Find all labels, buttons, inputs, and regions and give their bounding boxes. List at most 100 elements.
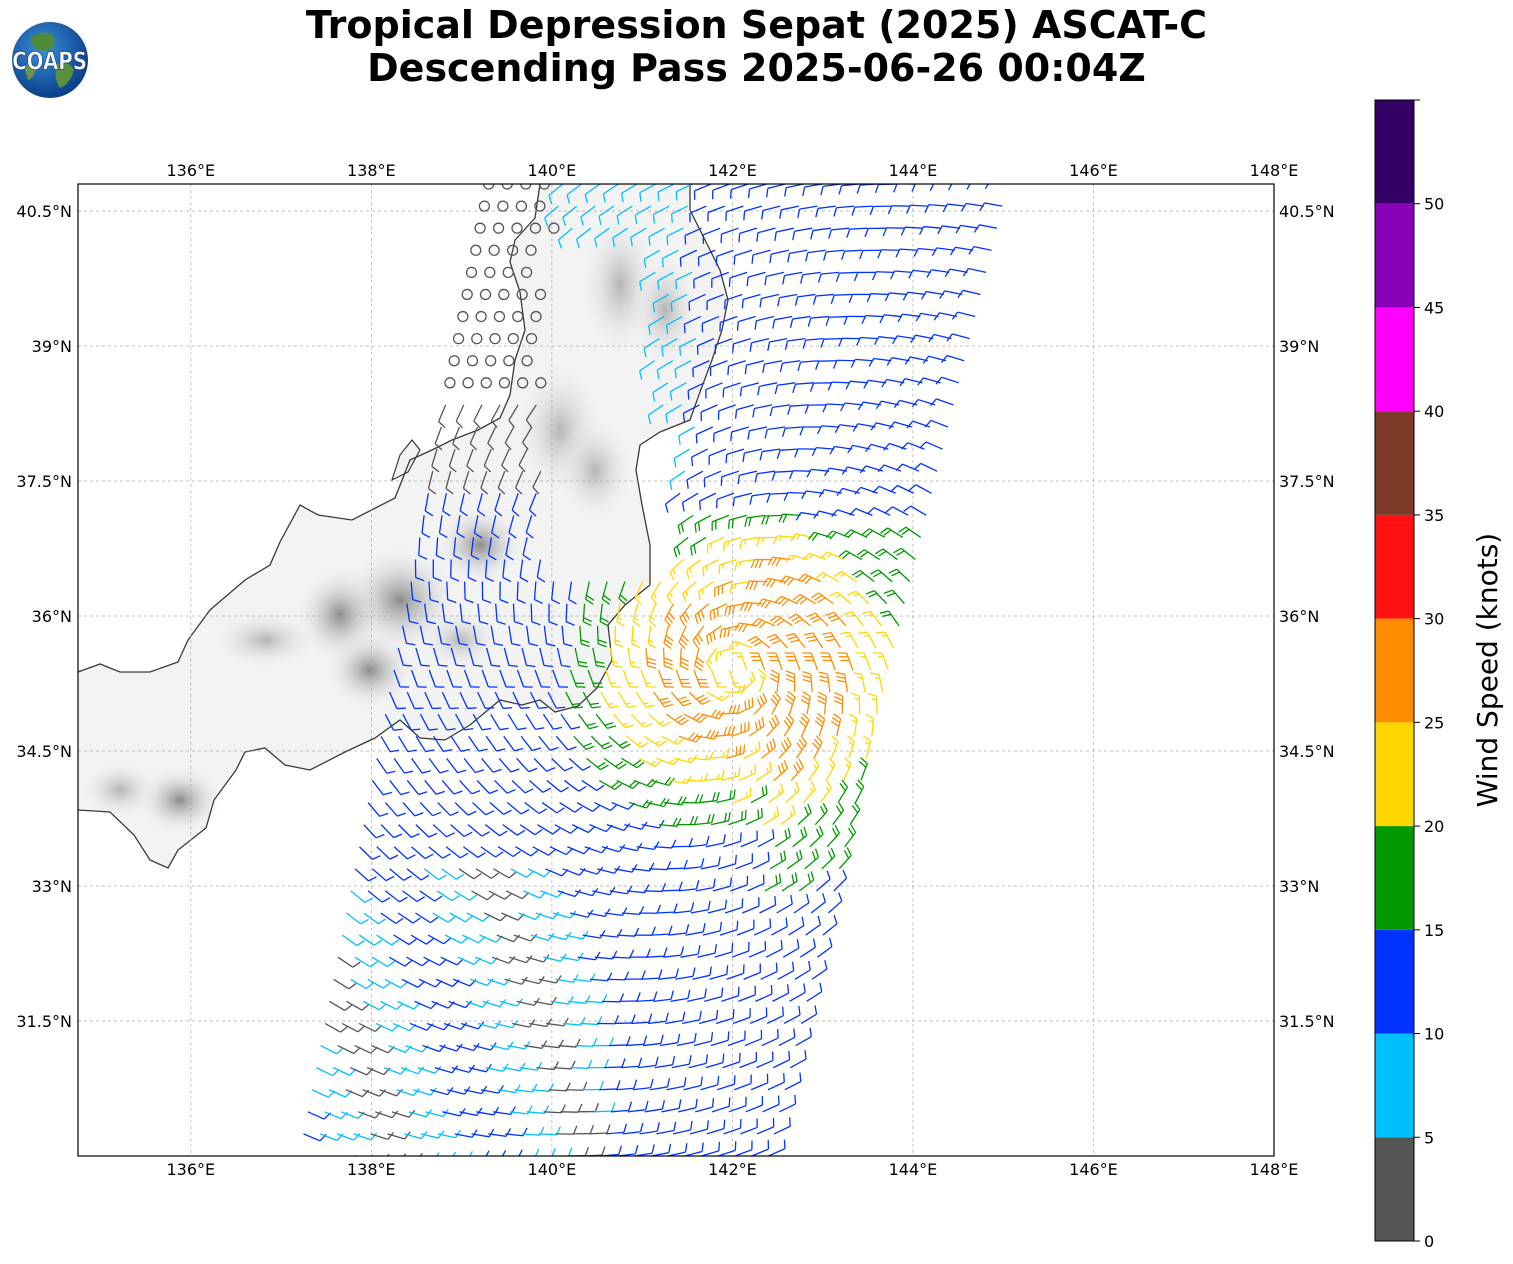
wind-barb [843,315,866,325]
wind-barb [804,404,827,414]
wind-barb [652,382,669,402]
wind-barb [555,974,579,983]
wind-barb [773,1050,791,1069]
wind-barb [446,757,467,774]
wind-barb [579,866,604,875]
wind-barb [654,1055,676,1069]
wind-barb [688,1054,709,1069]
wind-barb [715,1009,735,1025]
wind-barb [771,470,793,481]
wind-barb [613,713,635,729]
wind-barb [476,1106,500,1116]
wind-barb [502,824,526,836]
wind-barb [678,880,700,892]
wind-barb [406,603,419,625]
wind-barb [719,315,738,332]
wind-barb [511,779,534,794]
calm-wind-circle [489,332,501,345]
wind-barb [477,691,495,710]
wind-barb [747,184,767,198]
wind-barb [772,535,796,545]
calm-wind-circle [503,355,515,367]
title-line-1: Tropical Depression Sepat (2025) ASCAT-C [305,3,1208,47]
wind-barb [911,184,934,192]
wind-barb [503,647,518,668]
wind-barb [402,713,421,731]
colorbar: 0 5 10 15 20 25 30 35 40 45 50 [1374,99,1444,1251]
wind-barb [494,691,513,710]
wind-barb [731,721,750,737]
colorbar-segment [1375,1033,1414,1138]
wind-barb [709,360,728,377]
wind-barb [793,893,810,914]
wind-barb [504,426,515,451]
colorbar-tick-label: 50 [1424,195,1444,214]
wind-barb [666,227,684,246]
wind-barb [656,1121,677,1135]
wind-barb [503,735,524,752]
wind-barb [467,559,477,582]
wind-barb [783,491,806,502]
wind-barb [582,929,606,939]
wind-barb [581,779,605,791]
wind-barb [827,892,843,914]
wind-barb [730,875,749,892]
wind-barb [707,205,726,222]
wind-barb [858,757,868,781]
wind-barb [742,448,763,462]
colorbar-segment [1375,826,1414,930]
wind-barb [805,249,826,262]
wind-barb [812,293,834,305]
wind-barb [761,1029,779,1047]
wind-barb [579,625,590,648]
wind-barb [695,878,716,892]
wind-barb [505,537,514,561]
calm-wind-circle [506,244,519,256]
wind-barb [764,873,782,892]
wind-barb [528,493,537,517]
wind-barb [434,426,443,451]
wind-barb [734,404,755,419]
wind-barb [702,227,721,244]
wind-barb [689,1120,709,1135]
wind-barb [570,1059,593,1069]
colorbar-segment [1375,929,1414,1034]
wind-barb [743,741,761,759]
wind-barb [746,271,766,287]
wind-barb [713,726,736,737]
wind-barb [957,289,981,299]
wind-barb [492,1106,516,1116]
wind-barb [586,757,609,771]
wind-barb [427,934,452,945]
wind-barb [761,514,783,525]
wind-barb [423,603,436,625]
wind-barb [428,846,451,859]
wind-barb [449,912,473,923]
wind-barb [661,1099,682,1113]
wind-barb [725,448,745,464]
wind-barb [820,551,845,561]
lat-tick-label: 33°N [32,877,72,896]
wind-barb [821,847,836,870]
wind-barb [718,854,737,870]
wind-barb [833,692,844,715]
wind-barb [694,647,705,672]
wind-barb [829,591,852,605]
lon-tick-label: 142°E [708,1160,757,1179]
wind-barb [906,204,929,214]
lon-tick-label: 144°E [889,1160,938,1179]
wind-barb [445,846,469,859]
wind-barb [624,970,646,980]
wind-barb [468,735,488,752]
wind-barb [562,867,586,876]
wind-barb [453,890,478,901]
wind-barb [427,471,437,495]
wind-barb [951,311,976,320]
wind-barb [671,837,694,848]
wind-barb [847,590,870,605]
wind-barb [784,554,809,563]
wind-barb [465,999,489,1008]
wind-barb [437,802,459,817]
wind-barb [548,603,558,626]
wind-barb [924,419,949,428]
